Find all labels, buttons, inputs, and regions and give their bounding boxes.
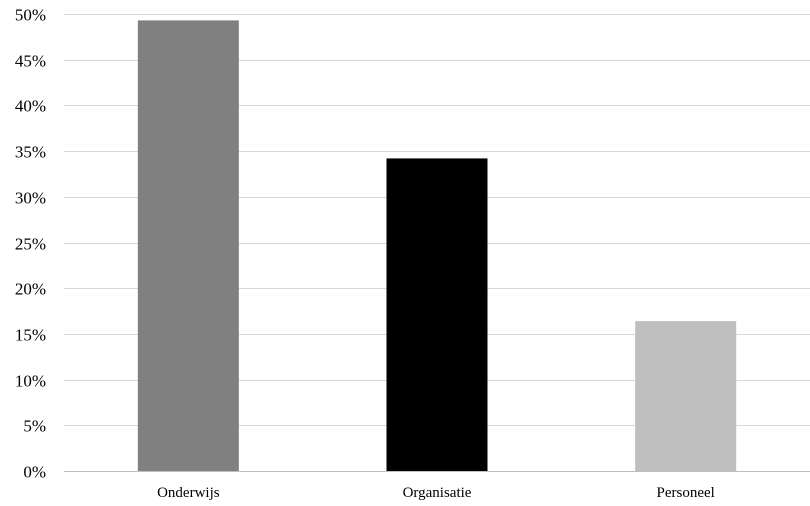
y-axis-tick-labels: 0% 5% 10% 15% 20% 25% 30% 35% 40% 45% 50% (15, 6, 46, 482)
bar-onderwijs (137, 20, 239, 471)
y-tick-label: 20% (15, 280, 46, 299)
y-tick-label: 10% (15, 372, 46, 391)
x-category-label: Personeel (657, 485, 715, 501)
y-tick-label: 30% (15, 189, 46, 208)
y-tick-label: 25% (15, 235, 46, 254)
y-tick-label: 35% (15, 143, 46, 162)
bar-personeel (635, 321, 737, 471)
y-tick-label: 5% (23, 417, 46, 436)
x-category-label: Organisatie (403, 485, 472, 501)
bars (137, 20, 737, 472)
y-tick-label: 40% (15, 97, 46, 116)
x-axis-category-labels: Onderwijs Organisatie Personeel (157, 485, 715, 501)
y-tick-label: 15% (15, 326, 46, 345)
y-tick-label: 50% (15, 6, 46, 25)
bar-organisatie (386, 158, 488, 472)
x-category-label: Onderwijs (157, 485, 220, 501)
y-tick-label: 0% (23, 463, 46, 482)
y-tick-label: 45% (15, 52, 46, 71)
